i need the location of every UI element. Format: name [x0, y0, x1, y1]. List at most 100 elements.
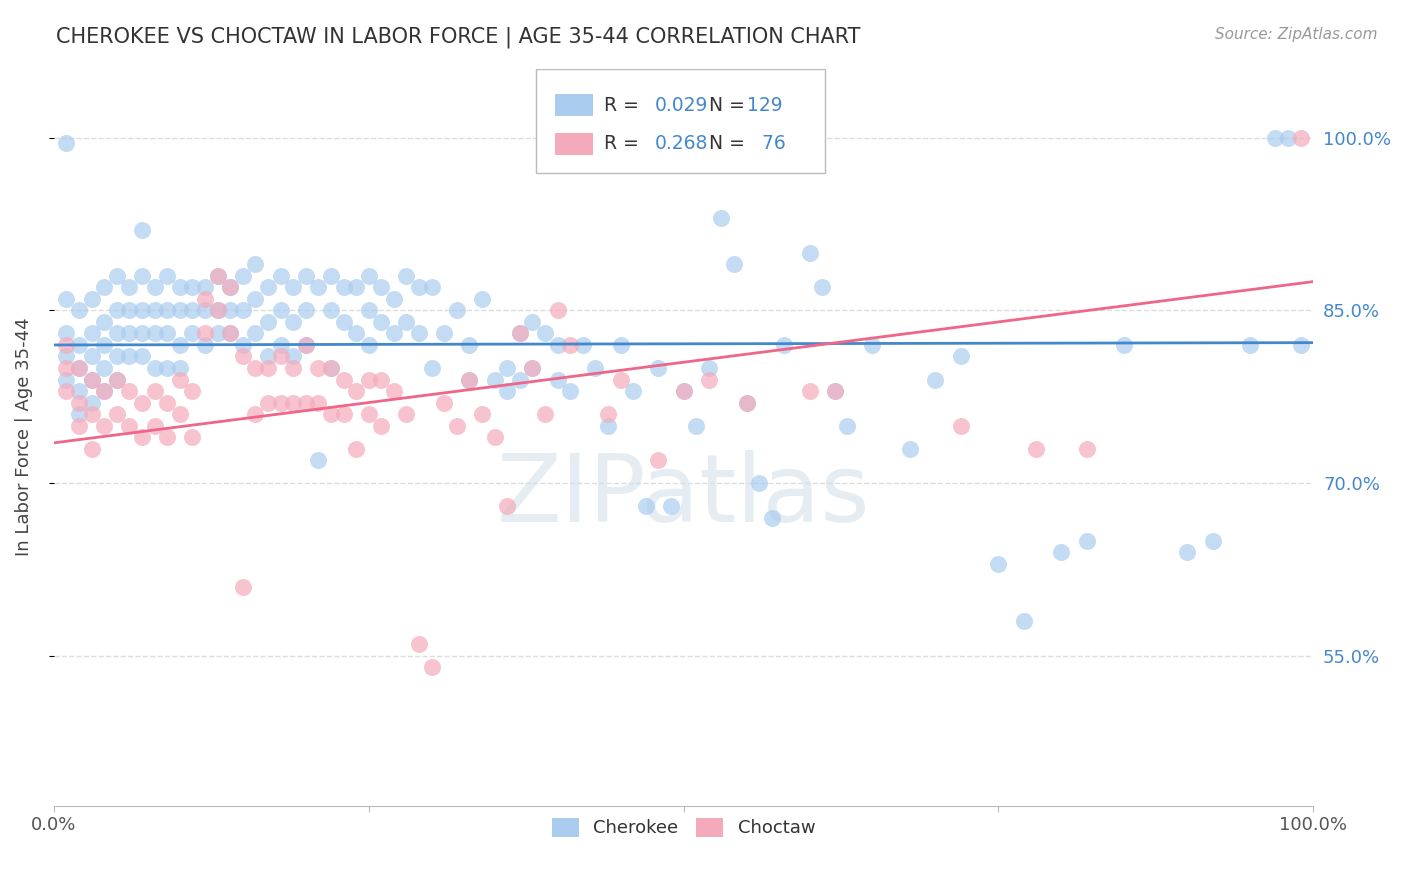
Point	[281, 395, 304, 409]
Point	[245, 361, 267, 376]
Point	[496, 384, 519, 398]
Point	[232, 350, 254, 364]
Point	[67, 338, 90, 352]
Point	[420, 660, 443, 674]
Point	[496, 500, 519, 514]
Point	[824, 384, 846, 398]
Point	[67, 361, 90, 376]
Text: 0.268: 0.268	[655, 134, 709, 153]
Point	[143, 361, 166, 376]
Point	[131, 395, 153, 409]
Point	[118, 384, 141, 398]
Point	[433, 326, 456, 341]
Point	[710, 211, 733, 226]
Point	[547, 303, 569, 318]
Point	[332, 315, 354, 329]
Point	[1025, 442, 1047, 456]
Point	[987, 557, 1010, 571]
Point	[131, 303, 153, 318]
Point	[105, 350, 128, 364]
Point	[67, 418, 90, 433]
Point	[55, 338, 77, 352]
Point	[596, 407, 619, 421]
Point	[522, 361, 544, 376]
Point	[484, 430, 506, 444]
Point	[522, 361, 544, 376]
Point	[294, 338, 316, 352]
Point	[534, 326, 557, 341]
Point	[370, 372, 392, 386]
Point	[156, 326, 179, 341]
Point	[534, 407, 557, 421]
Point	[408, 280, 430, 294]
Point	[811, 280, 834, 294]
Point	[433, 395, 456, 409]
Point	[143, 418, 166, 433]
Point	[194, 338, 217, 352]
Point	[245, 257, 267, 271]
Point	[735, 395, 758, 409]
Point	[332, 407, 354, 421]
Point	[67, 384, 90, 398]
Point	[1050, 545, 1073, 559]
Point	[634, 500, 657, 514]
Point	[672, 384, 695, 398]
Point	[80, 292, 103, 306]
Point	[55, 372, 77, 386]
Point	[270, 395, 292, 409]
Point	[382, 326, 405, 341]
Point	[344, 280, 367, 294]
Point	[949, 418, 972, 433]
Point	[647, 453, 669, 467]
Point	[609, 372, 631, 386]
Point	[169, 303, 191, 318]
Point	[118, 418, 141, 433]
Bar	[555, 133, 593, 155]
Point	[1289, 130, 1312, 145]
Point	[370, 280, 392, 294]
Point	[194, 326, 217, 341]
Point	[257, 361, 280, 376]
Point	[207, 303, 229, 318]
Point	[80, 326, 103, 341]
Point	[307, 395, 329, 409]
Point	[1175, 545, 1198, 559]
Point	[621, 384, 644, 398]
Point	[257, 350, 280, 364]
Point	[332, 372, 354, 386]
Point	[281, 315, 304, 329]
Point	[1264, 130, 1286, 145]
Point	[471, 407, 494, 421]
Point	[194, 280, 217, 294]
Point	[799, 245, 821, 260]
Point	[93, 384, 115, 398]
Point	[370, 315, 392, 329]
Point	[181, 430, 204, 444]
Point	[294, 268, 316, 283]
Point	[949, 350, 972, 364]
Point	[509, 372, 531, 386]
Point	[93, 384, 115, 398]
Point	[270, 350, 292, 364]
Point	[181, 280, 204, 294]
Point	[898, 442, 921, 456]
Point	[420, 361, 443, 376]
Point	[55, 292, 77, 306]
Point	[55, 326, 77, 341]
Point	[735, 395, 758, 409]
Point	[257, 315, 280, 329]
Point	[307, 280, 329, 294]
Point	[496, 361, 519, 376]
Point	[118, 350, 141, 364]
Point	[219, 326, 242, 341]
Point	[1076, 442, 1098, 456]
Point	[1114, 338, 1136, 352]
Point	[219, 326, 242, 341]
Point	[207, 268, 229, 283]
Point	[55, 350, 77, 364]
Point	[156, 303, 179, 318]
Point	[55, 384, 77, 398]
FancyBboxPatch shape	[536, 69, 824, 173]
Point	[408, 326, 430, 341]
Point	[458, 338, 481, 352]
